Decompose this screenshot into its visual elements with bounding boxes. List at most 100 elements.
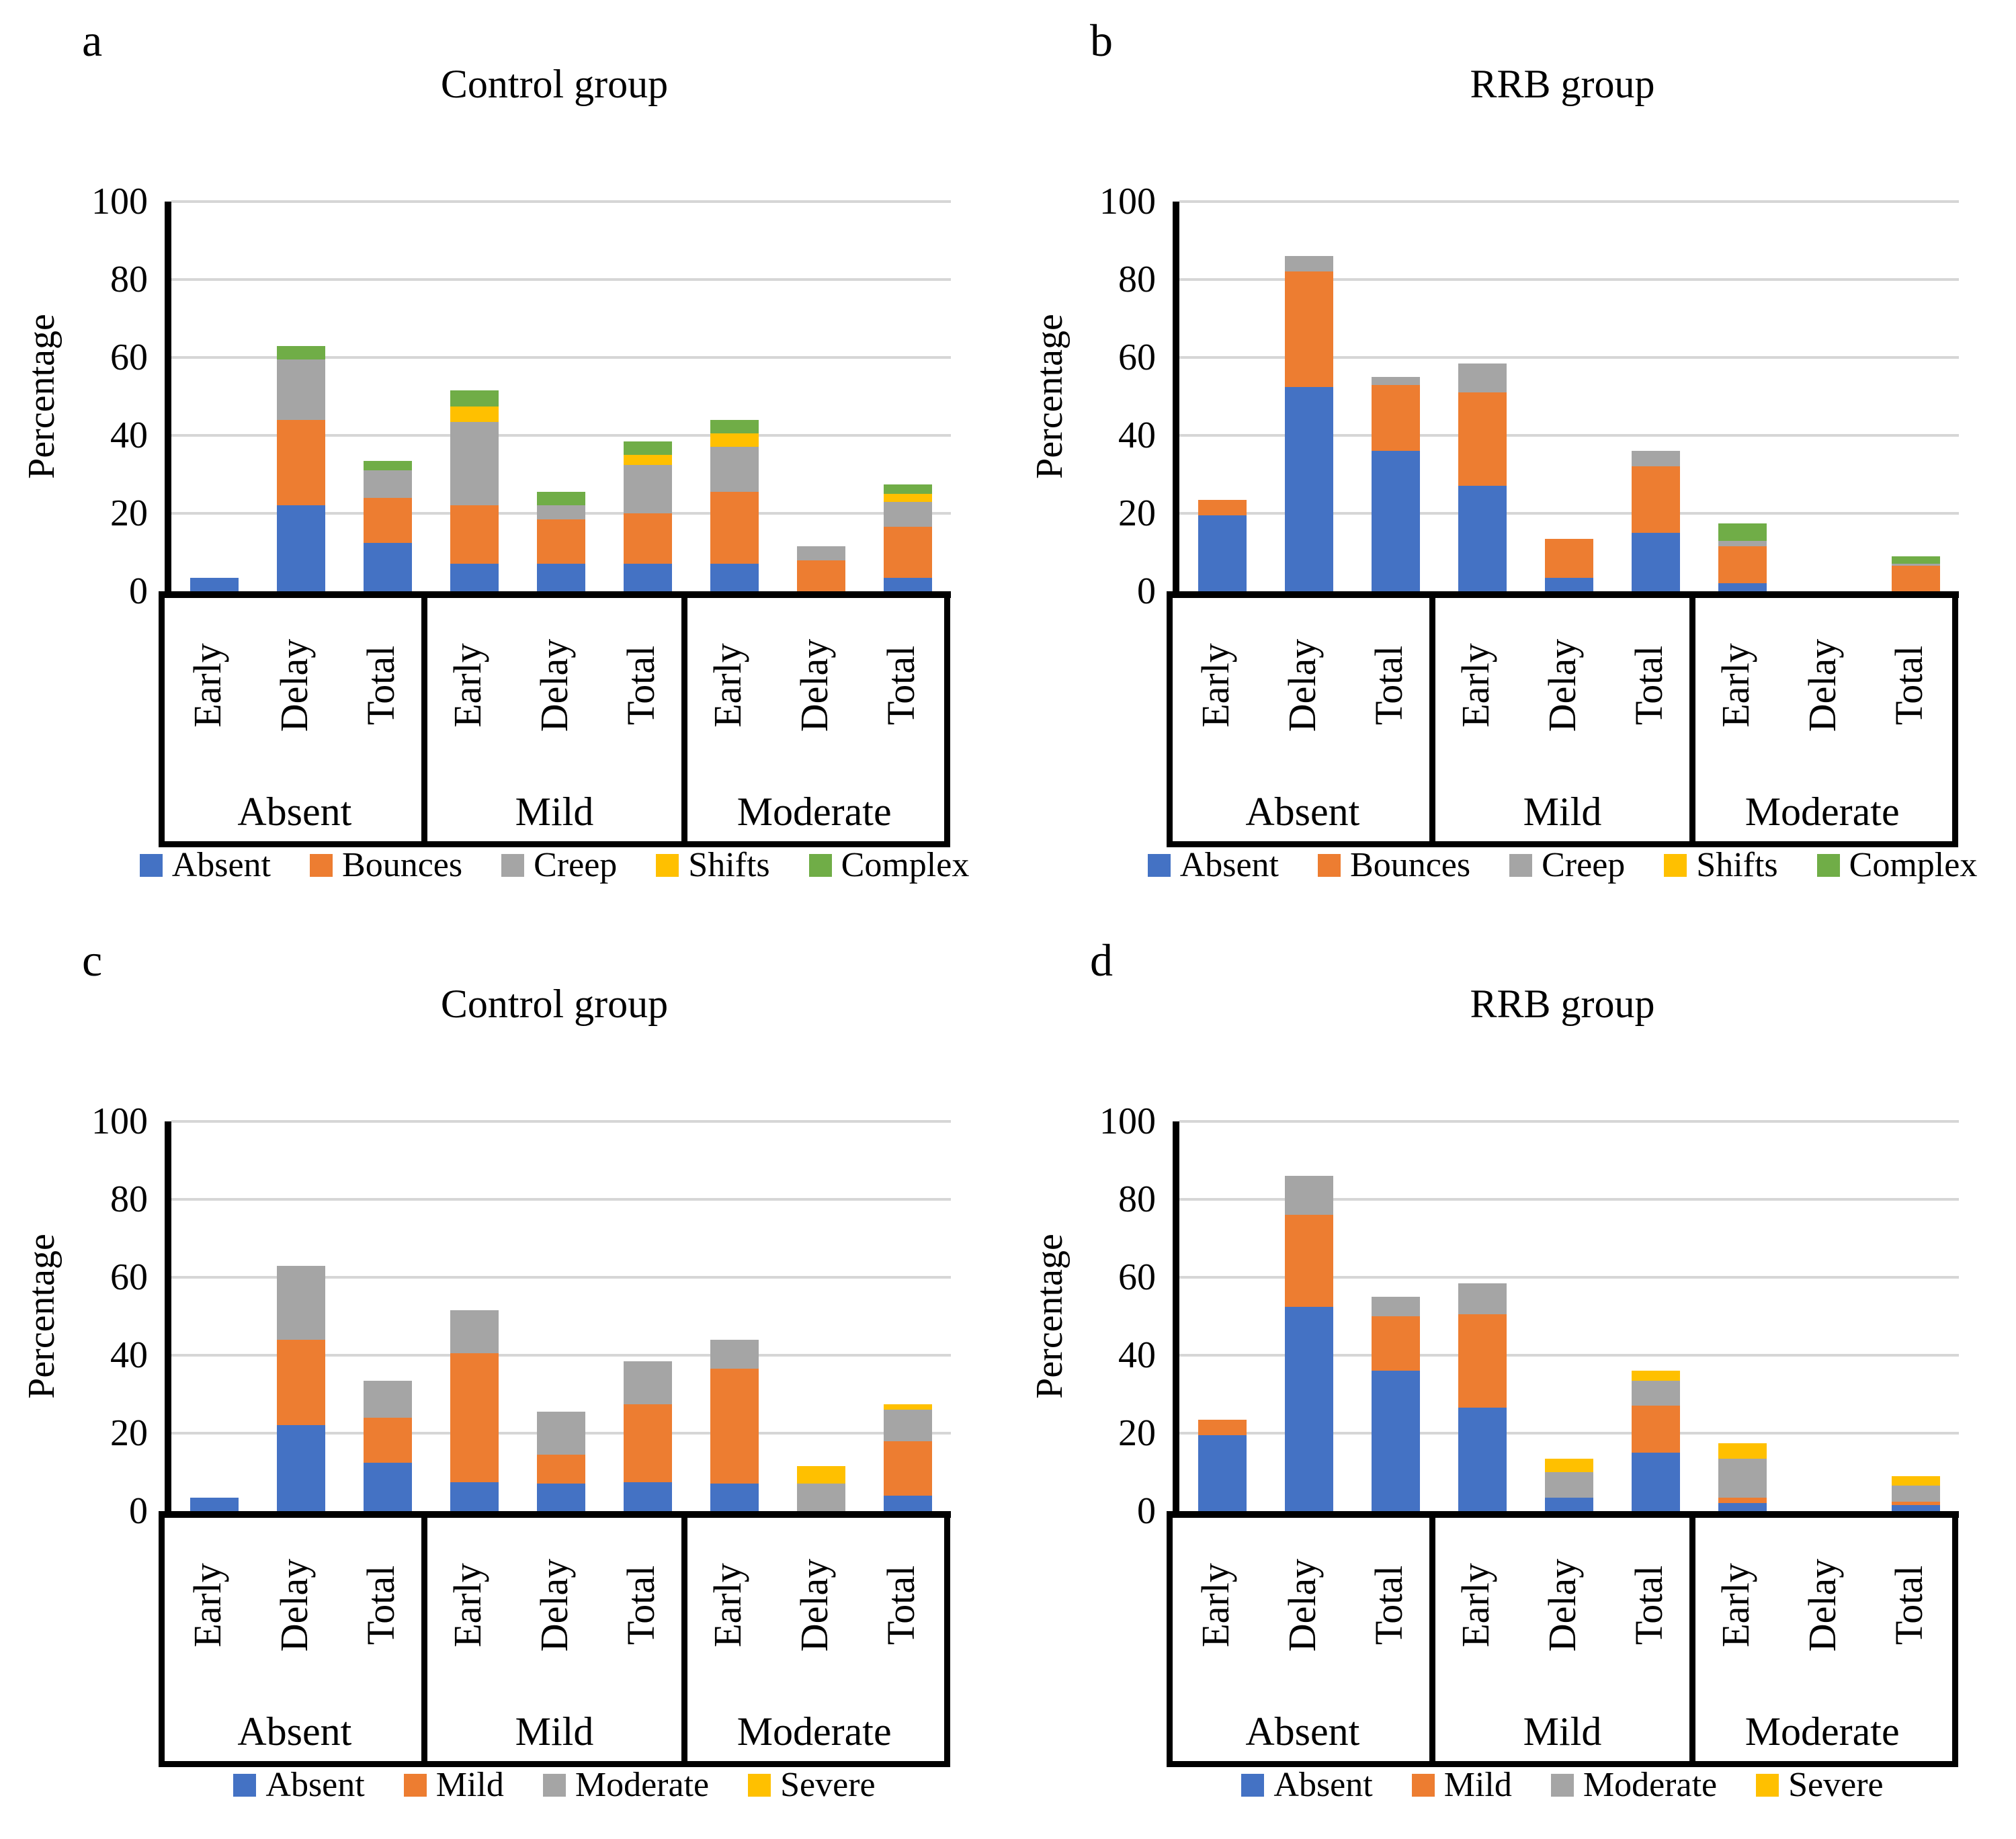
group-label: Absent: [237, 1709, 352, 1754]
legend-swatch-moderate: [542, 1774, 566, 1797]
legend-swatch-shifts: [1664, 854, 1687, 877]
plot-area: [1173, 1120, 1959, 1518]
bar-absent-early: [1198, 1419, 1247, 1511]
legend-swatch-absent: [1241, 1774, 1265, 1797]
segment-creep: [277, 359, 326, 420]
panel-letter: d: [1090, 935, 1113, 986]
segment-severe: [796, 1466, 845, 1484]
group-label: Moderate: [1745, 789, 1900, 834]
gridline: [171, 1198, 951, 1201]
x-tick-label: Delay: [1800, 1558, 1844, 1652]
plot-area: [165, 1120, 951, 1518]
segment-mild: [537, 1454, 585, 1484]
y-tick-label: 0: [129, 570, 148, 612]
group-divider: [1429, 591, 1436, 841]
bar-absent-total: [364, 460, 413, 591]
segment-moderate: [1631, 1380, 1680, 1406]
segment-mild: [1285, 1215, 1334, 1307]
x-tick-label: Total: [1367, 645, 1411, 726]
bar-mild-delay: [537, 1412, 585, 1511]
segment-absent: [710, 564, 759, 591]
segment-complex: [1891, 556, 1940, 564]
bar-mild-total: [1631, 451, 1680, 591]
segment-mild: [1631, 1406, 1680, 1453]
bar-absent-early: [1198, 499, 1247, 591]
legend-label: Bounces: [1350, 846, 1471, 884]
group-divider: [1429, 1511, 1436, 1761]
x-tick-label: Early: [705, 1563, 749, 1648]
segment-moderate: [364, 1380, 413, 1418]
x-tick-label: Delay: [792, 638, 836, 732]
legend-swatch-complex: [808, 854, 832, 877]
segment-absent: [450, 1482, 499, 1511]
segment-absent: [1372, 1371, 1421, 1511]
segment-creep: [364, 470, 413, 498]
group-divider: [421, 591, 428, 841]
segment-moderate: [1545, 1472, 1593, 1498]
x-tick-label: Early: [446, 643, 490, 728]
group-label: Mild: [1523, 1709, 1602, 1754]
legend-swatch-bounces: [310, 854, 333, 877]
segment-shifts: [450, 406, 499, 422]
segment-bounces: [710, 492, 759, 564]
gridline: [171, 200, 951, 203]
chart-title: Control group: [440, 982, 669, 1026]
segment-moderate: [623, 1361, 672, 1404]
legend-swatch-mild: [1411, 1774, 1435, 1797]
legend-label: Bounces: [342, 846, 463, 884]
bar-absent-delay: [277, 1265, 326, 1511]
segment-absent: [1198, 1435, 1247, 1511]
bar-moderate-early: [710, 1339, 759, 1511]
legend-item: Mild: [1411, 1768, 1512, 1803]
segment-bounces: [623, 513, 672, 564]
segment-bounces: [1631, 466, 1680, 533]
segment-absent: [1545, 577, 1593, 591]
y-tick-label: 80: [1118, 1179, 1156, 1220]
x-tick-label: Total: [1626, 645, 1671, 726]
segment-shifts: [623, 455, 672, 465]
x-tick-label: Early: [1713, 1563, 1757, 1648]
legend-swatch-complex: [1816, 854, 1840, 877]
gridline: [1179, 1354, 1959, 1357]
segment-mild: [623, 1404, 672, 1482]
x-tick-label: Early: [185, 1563, 230, 1648]
group-label: Moderate: [737, 1709, 892, 1754]
segment-moderate: [1891, 1486, 1940, 1502]
segment-absent: [883, 577, 932, 591]
chart-title: RRB group: [1470, 982, 1655, 1026]
y-tick-label: 80: [1118, 259, 1156, 300]
y-tick-label: 20: [110, 1412, 148, 1454]
gridline: [171, 1354, 951, 1357]
segment-moderate: [883, 1410, 932, 1441]
legend-swatch-bounces: [1318, 854, 1341, 877]
segment-complex: [364, 460, 413, 471]
segment-mild: [1718, 1497, 1767, 1504]
legend-item: Complex: [808, 848, 969, 883]
legend-swatch-severe: [1756, 1774, 1779, 1797]
legend-item: Bounces: [1318, 848, 1470, 883]
y-tick-label: 20: [1118, 1412, 1156, 1454]
group-divider: [1689, 1511, 1695, 1761]
segment-absent: [1631, 1453, 1680, 1511]
bar-mild-total: [1631, 1371, 1680, 1511]
segment-absent: [1631, 533, 1680, 591]
bar-absent-delay: [1285, 1176, 1334, 1511]
legend-item: Shifts: [1664, 848, 1778, 883]
segment-moderate: [450, 1310, 499, 1354]
segment-complex: [623, 441, 672, 456]
segment-bounces: [883, 527, 932, 578]
x-tick-label: Total: [359, 1565, 403, 1645]
panel-b: b RRB group Percentage Early Delay Total Ab…: [1008, 0, 2016, 919]
legend-swatch-absent: [233, 1774, 257, 1797]
group-label: Absent: [1245, 789, 1360, 834]
plot-area: [1173, 200, 1959, 598]
segment-shifts: [710, 433, 759, 447]
segment-bounces: [277, 419, 326, 506]
x-tick-label: Delay: [532, 1558, 576, 1652]
segment-complex: [1718, 523, 1767, 541]
x-tick-label: Early: [185, 643, 230, 728]
category-axis: Early Delay Total Absent Early Delay Total Mild…: [159, 591, 950, 847]
x-tick-label: Delay: [532, 638, 576, 732]
segment-absent: [1458, 486, 1507, 591]
segment-moderate: [1458, 1283, 1507, 1315]
